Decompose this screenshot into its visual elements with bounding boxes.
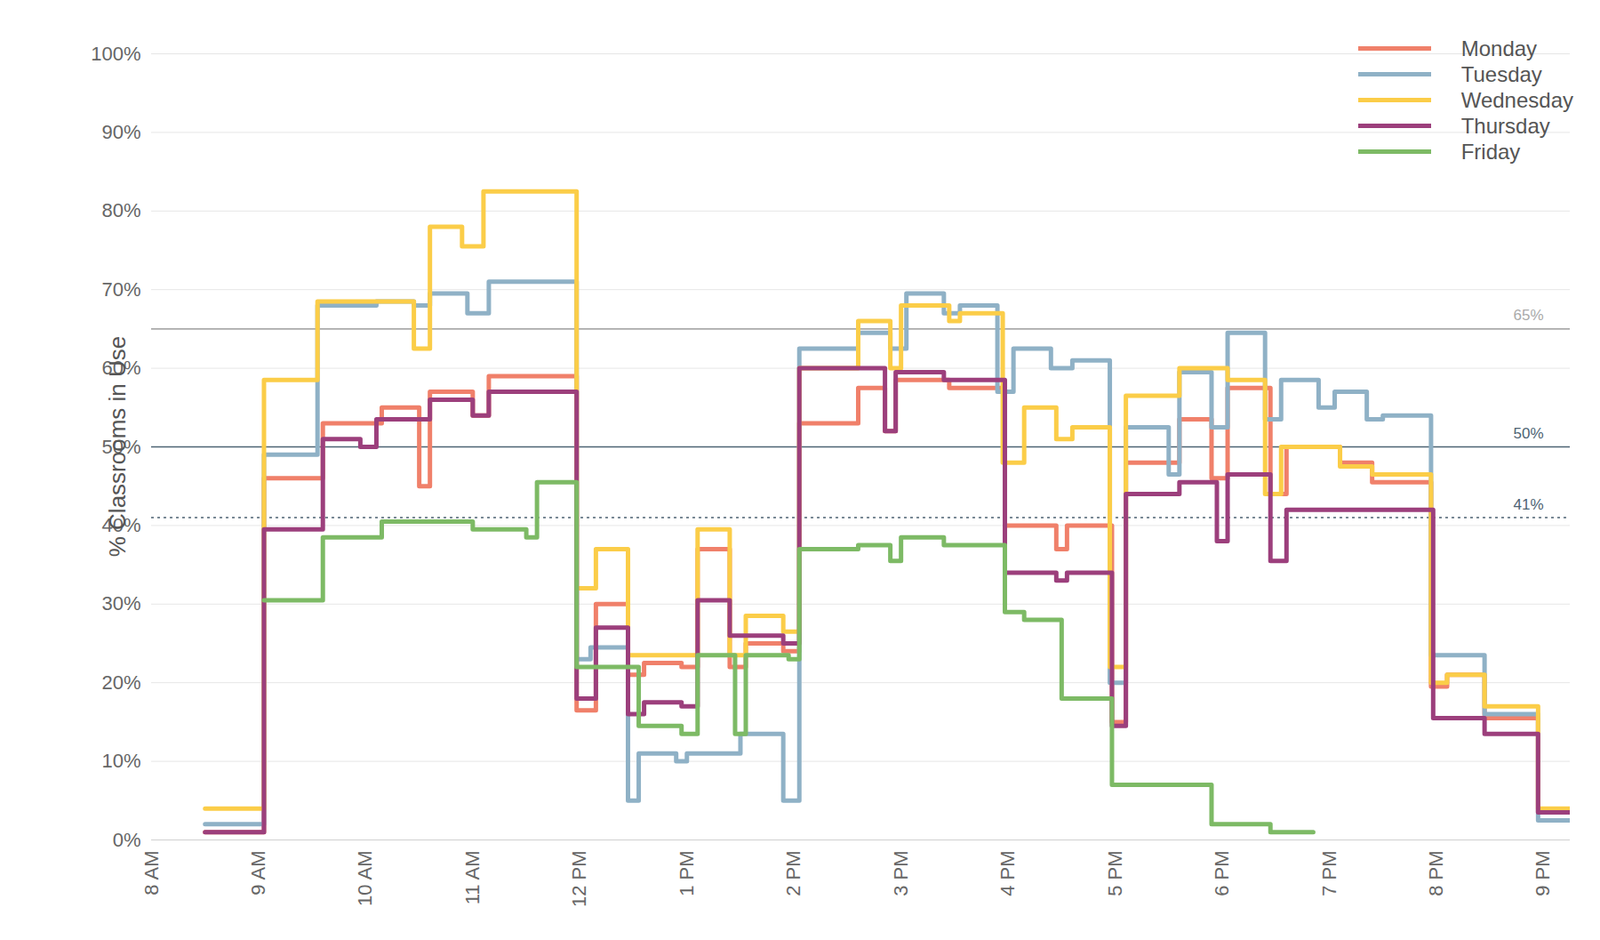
svg-text:0%: 0% — [112, 828, 142, 851]
svg-text:41%: 41% — [1512, 496, 1544, 513]
html-text:Thursday: Thursday — [1461, 113, 1550, 138]
svg-text:7 PM: 7 PM — [1318, 850, 1341, 896]
svg-text:10%: 10% — [101, 749, 141, 772]
svg-text:4 PM: 4 PM — [996, 850, 1019, 896]
svg-text:3 PM: 3 PM — [889, 850, 912, 896]
svg-text:9 AM: 9 AM — [247, 850, 270, 896]
svg-text:6 PM: 6 PM — [1210, 850, 1233, 896]
svg-text:12 PM: 12 PM — [568, 850, 591, 908]
svg-text:10 AM: 10 AM — [353, 850, 376, 906]
svg-text:9 PM: 9 PM — [1531, 850, 1554, 896]
svg-text:70%: 70% — [101, 278, 141, 301]
svg-text:8 PM: 8 PM — [1424, 850, 1448, 896]
svg-text:20%: 20% — [101, 671, 141, 694]
svg-text:90%: 90% — [101, 120, 141, 144]
svg-text:11 AM: 11 AM — [461, 850, 484, 905]
svg-text:1 PM: 1 PM — [675, 850, 698, 896]
svg-text:80%: 80% — [101, 199, 141, 222]
svg-text:50%: 50% — [1512, 424, 1544, 442]
svg-text:100%: 100% — [90, 42, 141, 65]
html-text:Friday: Friday — [1461, 139, 1521, 164]
svg-text:2 PM: 2 PM — [782, 850, 805, 896]
html-text:% Classrooms in Use: % Classrooms in Use — [103, 335, 131, 557]
svg-text:5 PM: 5 PM — [1104, 850, 1127, 896]
html-text:Wednesday: Wednesday — [1461, 87, 1574, 112]
svg-text:8 AM: 8 AM — [140, 850, 163, 896]
svg-text:30%: 30% — [101, 592, 141, 615]
svg-text:65%: 65% — [1512, 306, 1544, 324]
html-text:Monday: Monday — [1461, 36, 1537, 60]
html-text:Tuesday: Tuesday — [1461, 61, 1543, 86]
